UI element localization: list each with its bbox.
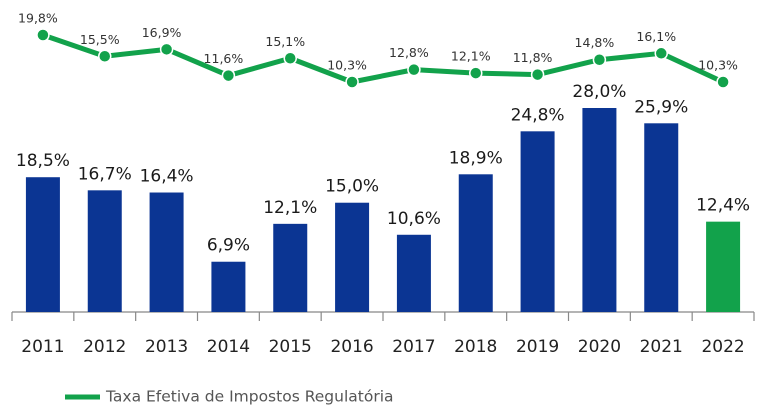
bar — [273, 223, 308, 312]
bar — [396, 234, 431, 312]
line-label: 11,8% — [513, 50, 553, 65]
line-marker — [592, 52, 607, 67]
bar-label: 12,1% — [263, 198, 317, 218]
line-label: 19,8% — [18, 11, 58, 26]
bar — [582, 108, 617, 312]
bar — [87, 190, 122, 312]
bar — [149, 192, 184, 312]
line-label: 16,9% — [142, 25, 182, 40]
line-marker — [654, 46, 668, 61]
bar — [644, 123, 679, 312]
x-tick-label: 2016 — [330, 337, 373, 357]
x-tick-label: 2015 — [269, 337, 312, 357]
line — [42, 32, 725, 85]
line-label: 14,8% — [575, 35, 615, 50]
bar-label: 28,0% — [572, 82, 626, 102]
line-label: 15,5% — [80, 32, 120, 47]
line-marker — [36, 28, 50, 42]
line-label: 16,1% — [636, 29, 676, 44]
bar — [520, 131, 555, 312]
x-tick-label: 2012 — [83, 337, 126, 357]
line-label: 11,6% — [204, 51, 244, 66]
line-label: 12,1% — [451, 49, 491, 64]
line-marker — [159, 42, 174, 57]
line-marker — [98, 49, 112, 64]
line-marker — [345, 75, 359, 89]
line-marker — [716, 75, 730, 89]
line-label: 10,3% — [698, 58, 738, 73]
bar-label: 24,8% — [511, 105, 565, 125]
line-label: 10,3% — [327, 58, 367, 73]
x-tick-label: 2014 — [207, 337, 250, 357]
bar-label: 25,9% — [634, 97, 688, 117]
bar-label: 16,4% — [140, 167, 194, 187]
x-tick-label: 2017 — [392, 337, 435, 357]
bar-label: 16,7% — [78, 164, 132, 184]
bar-label: 6,9% — [207, 236, 250, 256]
x-tick-label: 2021 — [640, 337, 683, 357]
bar-label: 18,9% — [449, 148, 503, 168]
bar — [211, 261, 246, 312]
line-marker — [530, 67, 545, 82]
bar — [458, 174, 493, 312]
x-tick-label: 2018 — [454, 337, 497, 357]
line-label: 15,1% — [265, 34, 305, 49]
x-tick-label: 2011 — [21, 337, 64, 357]
line-marker — [221, 68, 236, 83]
x-tick-label: 2022 — [701, 337, 744, 357]
bar — [335, 202, 370, 312]
line-marker — [469, 66, 483, 80]
bar — [25, 177, 60, 312]
line-marker — [407, 62, 421, 77]
line-marker — [283, 51, 297, 66]
legend-label: Taxa Efetiva de Impostos Regulatória — [105, 388, 394, 406]
x-tick-label: 2019 — [516, 337, 559, 357]
bar-label: 18,5% — [16, 151, 70, 171]
bar-label: 12,4% — [696, 196, 750, 216]
x-tick-label: 2013 — [145, 337, 188, 357]
x-tick-label: 2020 — [578, 337, 621, 357]
bar — [706, 221, 741, 312]
bar-label: 15,0% — [325, 177, 379, 197]
bar-label: 10,6% — [387, 209, 441, 229]
line-label: 12,8% — [389, 45, 429, 60]
